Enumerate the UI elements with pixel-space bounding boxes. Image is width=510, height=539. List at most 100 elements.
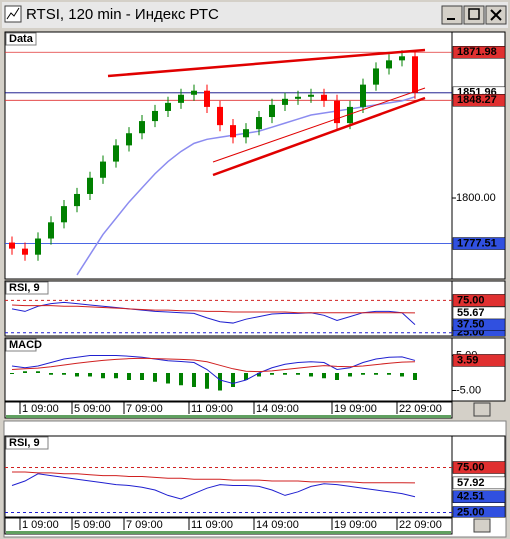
x-tick-label: 22 09:00 [399, 519, 442, 531]
candle-body [35, 238, 41, 255]
scroll-button[interactable] [473, 402, 491, 417]
value-label: 1871.98 [457, 46, 497, 58]
value-box [452, 294, 505, 307]
histogram-bar [335, 373, 339, 380]
candle-body [22, 248, 28, 255]
candle-body [321, 94, 327, 101]
candle-body [230, 125, 236, 138]
value-box [452, 94, 505, 107]
panel-label: MACD [9, 339, 42, 351]
close-glyph [490, 9, 502, 21]
histogram-bar [192, 373, 196, 387]
value-label: 75.00 [457, 461, 485, 473]
candle-body [412, 56, 418, 93]
histogram-bar [322, 373, 326, 379]
histogram-bar [140, 373, 144, 380]
panel [4, 31, 453, 280]
panel-label: Data [9, 33, 34, 45]
histogram-bar [218, 373, 222, 391]
x-tick-label: 5 09:00 [74, 519, 111, 531]
app-icon [4, 5, 22, 23]
x-tick-label: 11 09:00 [191, 403, 233, 415]
candle-body [386, 60, 392, 69]
panel [4, 280, 453, 337]
histogram-bar [413, 373, 417, 380]
value-box [452, 237, 505, 250]
candle-body [243, 129, 249, 138]
panel [4, 337, 453, 402]
maximize-glyph [468, 8, 480, 20]
candle-body [204, 90, 210, 107]
histogram-bar [23, 371, 27, 373]
candle-body [139, 121, 145, 134]
candle-body [100, 161, 106, 178]
y-tick-label: -5.00 [456, 384, 481, 396]
histogram-bar [166, 373, 170, 384]
value-label: 25.00 [457, 506, 485, 518]
x-tick-label: 11 09:00 [191, 519, 233, 531]
x-tick-label: 5 09:00 [74, 403, 111, 415]
panel-label: RSI, 9 [9, 282, 40, 294]
histogram-bar [270, 373, 274, 375]
candle-body [191, 90, 197, 95]
value-box [452, 46, 505, 59]
candle-body [152, 110, 158, 122]
candle-body [165, 102, 171, 111]
histogram-bar [127, 373, 131, 380]
x-tick-label: 7 09:00 [126, 403, 163, 415]
value-label: 1848.27 [457, 94, 497, 106]
line [11, 355, 416, 385]
value-label: 1777.51 [457, 237, 497, 249]
x-tick-label: 1 09:00 [22, 403, 59, 415]
x-tick-label: 14 09:00 [256, 519, 299, 531]
trend-line [212, 96, 426, 177]
x-axis-stripe [6, 415, 451, 418]
value-label: 75.00 [457, 294, 485, 306]
value-axis [451, 337, 506, 402]
panel-content: 5.00-5.003.59 [10, 349, 505, 396]
histogram-bar [10, 373, 14, 374]
histogram-bar [387, 373, 391, 375]
candle-body [269, 104, 275, 118]
candle-body [334, 100, 340, 124]
histogram-bar [36, 371, 40, 373]
trend-line [107, 48, 426, 78]
histogram-bar [75, 373, 79, 377]
minimize-button[interactable] [441, 5, 463, 25]
candle-body [126, 133, 132, 146]
histogram-bar [361, 373, 365, 375]
scroll-button[interactable] [473, 518, 491, 533]
histogram-bar [205, 373, 209, 389]
window-buttons[interactable] [441, 5, 507, 25]
candle-body [308, 94, 314, 97]
candle-body [48, 222, 54, 239]
value-label: 57.92 [457, 477, 485, 489]
histogram-bar [231, 373, 235, 387]
panel-label-box [5, 436, 49, 450]
candle-body [113, 145, 119, 162]
x-tick-label: 14 09:00 [256, 403, 299, 415]
histogram-bar [88, 373, 92, 377]
value-label: 37.50 [457, 319, 485, 331]
trend-line [212, 87, 426, 163]
histogram-bar [179, 373, 183, 386]
candle-body [61, 206, 67, 223]
line [11, 357, 416, 373]
histogram-bar [114, 373, 118, 379]
candle-body [9, 242, 15, 249]
trend-lines [107, 48, 426, 177]
line [11, 473, 416, 500]
x-tick-label: 1 09:00 [22, 519, 59, 531]
candle-body [217, 106, 223, 126]
histogram-bar [374, 373, 378, 375]
y-tick-label: 1800.00 [456, 192, 496, 204]
panel-label-box [5, 32, 37, 46]
histogram-bar [257, 373, 261, 377]
line [11, 301, 416, 326]
histogram-bar [153, 373, 157, 382]
value-label: 42.51 [457, 491, 485, 503]
